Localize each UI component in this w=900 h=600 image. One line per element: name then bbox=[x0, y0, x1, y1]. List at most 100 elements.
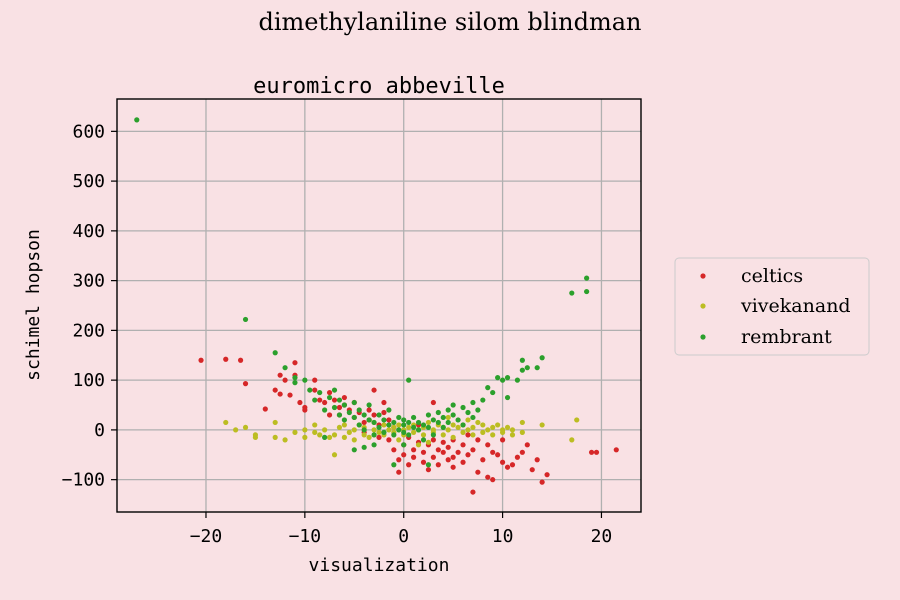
data-point-vivekanand bbox=[450, 422, 456, 428]
x-tick-label: 10 bbox=[492, 526, 514, 547]
data-point-rembrant bbox=[450, 412, 456, 418]
data-point-celtics bbox=[376, 434, 382, 440]
data-point-vivekanand bbox=[381, 422, 387, 428]
data-point-rembrant bbox=[534, 365, 540, 371]
data-point-celtics bbox=[430, 437, 436, 443]
data-point-rembrant bbox=[351, 447, 357, 453]
data-point-rembrant bbox=[519, 357, 525, 363]
data-point-celtics bbox=[361, 419, 367, 426]
data-point-rembrant bbox=[366, 402, 372, 408]
data-point-celtics bbox=[450, 464, 456, 470]
data-point-rembrant bbox=[435, 419, 441, 426]
data-point-celtics bbox=[465, 452, 471, 458]
data-point-vivekanand bbox=[396, 422, 402, 428]
data-point-celtics bbox=[341, 394, 347, 401]
data-point-rembrant bbox=[450, 402, 456, 408]
data-point-celtics bbox=[435, 447, 441, 453]
data-point-rembrant bbox=[322, 434, 328, 440]
data-point-rembrant bbox=[351, 414, 357, 421]
data-point-rembrant bbox=[425, 462, 432, 468]
data-point-celtics bbox=[287, 392, 293, 398]
y-tick-label: 300 bbox=[72, 271, 105, 292]
legend-marker-vivekanand bbox=[700, 303, 706, 309]
data-point-vivekanand bbox=[223, 419, 229, 426]
data-point-rembrant bbox=[282, 365, 288, 371]
data-point-celtics bbox=[272, 387, 278, 393]
data-point-vivekanand bbox=[302, 427, 308, 433]
data-point-rembrant bbox=[401, 422, 407, 428]
data-point-vivekanand bbox=[406, 424, 412, 431]
data-point-vivekanand bbox=[411, 429, 417, 435]
data-point-vivekanand bbox=[519, 419, 525, 426]
data-point-rembrant bbox=[381, 429, 387, 435]
data-point-vivekanand bbox=[252, 434, 259, 440]
data-point-celtics bbox=[371, 412, 377, 418]
data-point-rembrant bbox=[499, 377, 506, 383]
data-point-celtics bbox=[465, 432, 471, 438]
grid-lines bbox=[117, 99, 641, 512]
data-point-celtics bbox=[524, 442, 530, 448]
data-point-vivekanand bbox=[445, 427, 451, 433]
data-point-vivekanand bbox=[336, 424, 343, 431]
data-point-rembrant bbox=[445, 407, 451, 413]
data-point-rembrant bbox=[371, 419, 377, 426]
data-point-celtics bbox=[381, 399, 387, 406]
data-point-rembrant bbox=[292, 375, 298, 381]
legend: celtics vivekanand rembrant bbox=[674, 257, 870, 356]
x-tick-label: 20 bbox=[591, 526, 613, 547]
data-point-celtics bbox=[396, 457, 402, 463]
data-point-rembrant bbox=[490, 389, 496, 396]
data-point-celtics bbox=[262, 406, 268, 412]
data-point-vivekanand bbox=[475, 419, 481, 426]
y-tick-label: 100 bbox=[72, 370, 105, 391]
data-point-celtics bbox=[490, 477, 496, 483]
data-point-vivekanand bbox=[351, 437, 357, 443]
data-point-vivekanand bbox=[460, 429, 466, 435]
data-point-vivekanand bbox=[312, 429, 318, 435]
data-point-celtics bbox=[445, 444, 451, 450]
data-point-celtics bbox=[529, 467, 535, 473]
data-point-vivekanand bbox=[480, 429, 486, 435]
data-point-rembrant bbox=[356, 407, 362, 413]
data-point-celtics bbox=[509, 462, 516, 468]
legend-label-vivekanand: vivekanand bbox=[740, 295, 851, 317]
data-point-vivekanand bbox=[574, 417, 580, 423]
data-point-celtics bbox=[475, 469, 481, 475]
data-point-celtics bbox=[455, 449, 461, 455]
series-rembrant bbox=[134, 117, 590, 468]
data-point-rembrant bbox=[242, 316, 249, 323]
data-point-vivekanand bbox=[331, 452, 338, 458]
y-tick-label: 600 bbox=[72, 121, 105, 142]
data-point-celtics bbox=[514, 454, 521, 460]
data-point-celtics bbox=[430, 454, 436, 460]
data-point-celtics bbox=[470, 489, 476, 495]
data-point-vivekanand bbox=[302, 434, 308, 440]
y-tick-label: 0 bbox=[94, 420, 105, 441]
legend-box bbox=[674, 257, 870, 356]
data-point-vivekanand bbox=[415, 442, 422, 448]
data-point-vivekanand bbox=[539, 422, 545, 428]
data-point-vivekanand bbox=[292, 429, 298, 435]
data-point-celtics bbox=[297, 399, 303, 406]
data-point-rembrant bbox=[420, 437, 427, 443]
y-tick-label: 400 bbox=[72, 221, 105, 242]
data-point-rembrant bbox=[391, 419, 397, 426]
data-point-rembrant bbox=[470, 414, 476, 421]
data-point-vivekanand bbox=[317, 432, 323, 438]
data-point-rembrant bbox=[425, 424, 432, 431]
data-point-celtics bbox=[519, 449, 525, 455]
data-point-rembrant bbox=[569, 290, 575, 296]
data-point-rembrant bbox=[307, 387, 313, 393]
x-tick-label: 0 bbox=[398, 526, 409, 547]
series-vivekanand bbox=[223, 414, 580, 458]
data-point-vivekanand bbox=[282, 437, 288, 443]
data-point-celtics bbox=[485, 442, 491, 448]
data-point-rembrant bbox=[440, 424, 446, 431]
data-point-celtics bbox=[366, 407, 372, 413]
data-point-celtics bbox=[435, 462, 441, 468]
data-point-vivekanand bbox=[490, 424, 496, 431]
data-point-vivekanand bbox=[371, 427, 377, 433]
data-point-rembrant bbox=[460, 404, 466, 411]
data-point-rembrant bbox=[331, 387, 338, 393]
data-point-celtics bbox=[460, 459, 466, 465]
